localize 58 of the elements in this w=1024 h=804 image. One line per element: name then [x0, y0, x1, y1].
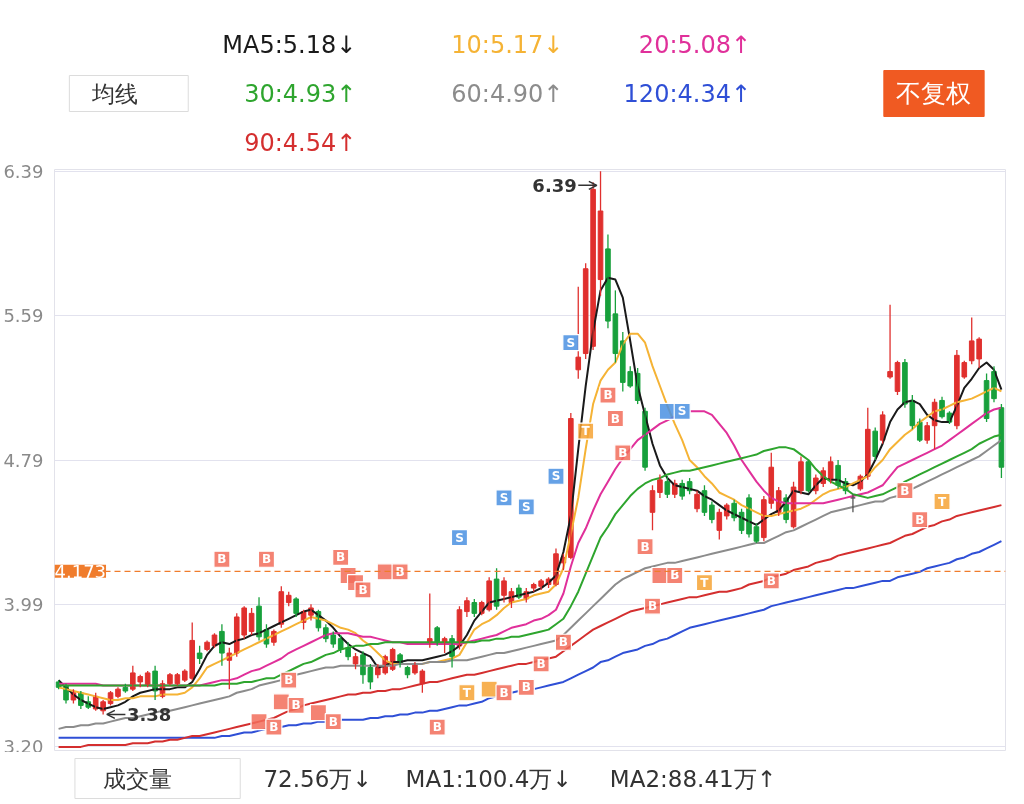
series-label: B — [915, 512, 925, 527]
candlestick — [716, 508, 723, 541]
text: 30:4.93↑ — [244, 79, 357, 108]
text: S — [521, 499, 531, 514]
text: S — [499, 490, 509, 505]
text: B — [603, 388, 613, 403]
text: B — [432, 720, 442, 735]
text: B — [618, 445, 628, 460]
point — [250, 713, 268, 731]
text: B — [291, 698, 301, 713]
text: 120:4.34↑ — [623, 79, 752, 108]
candlestick — [924, 421, 930, 445]
text: T — [700, 575, 709, 590]
series-label: S — [455, 530, 464, 545]
text: T — [937, 494, 947, 509]
point — [309, 704, 328, 722]
text: B — [521, 680, 531, 695]
y-tick-label: 5.59 — [3, 305, 44, 327]
series-label: T — [462, 685, 472, 700]
text: B — [217, 552, 227, 567]
text: B — [558, 635, 568, 650]
text: 72.56万↓ — [263, 765, 372, 792]
text: B — [269, 720, 279, 735]
text: MA2:88.41万↑ — [609, 765, 776, 792]
ref-line-label: 4.173 — [54, 560, 107, 582]
text: B — [766, 573, 776, 588]
text: S — [551, 469, 561, 484]
text: 不复权 — [896, 79, 972, 108]
text: B — [336, 550, 346, 565]
text: B — [358, 582, 368, 597]
y-tick-label: 3.99 — [3, 593, 44, 615]
text: B — [640, 539, 650, 554]
text: MA1:100.4万↓ — [405, 765, 572, 792]
text: 20:5.08↑ — [638, 30, 752, 59]
text: B — [499, 685, 509, 700]
text: B — [536, 656, 546, 671]
annotation: 6.39 — [532, 174, 577, 196]
text: 10:5.17↓ — [451, 30, 564, 59]
text: 均线 — [90, 80, 138, 107]
line-series — [57, 504, 1003, 748]
y-tick-label: 4.79 — [3, 449, 44, 471]
y-tick-label: 3.20 — [3, 735, 44, 757]
text: 成交量 — [102, 765, 172, 792]
text: B — [328, 714, 338, 729]
text: 90:4.54↑ — [244, 128, 357, 157]
text: MA5:5.18↓ — [222, 30, 357, 59]
candlestick — [471, 598, 478, 618]
text: 60:4.90↑ — [451, 79, 564, 108]
text: S — [566, 335, 576, 350]
text: B — [900, 483, 910, 498]
text: B — [647, 599, 658, 614]
text: B — [610, 411, 620, 426]
text: B — [284, 673, 294, 688]
y-tick-label: 6.39 — [3, 160, 44, 182]
text: S — [677, 404, 687, 419]
text: T — [581, 424, 590, 439]
candlestick — [196, 645, 203, 665]
text: B — [261, 552, 272, 567]
